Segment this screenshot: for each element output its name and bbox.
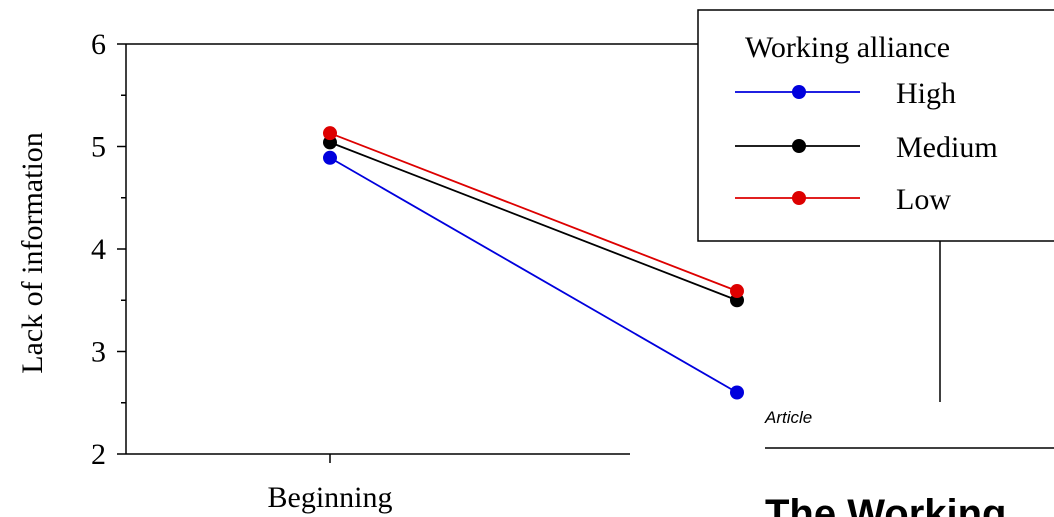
data-point-high <box>323 150 337 165</box>
y-tick-label: 4 <box>91 233 106 266</box>
x-tick-label: Beginning <box>268 481 393 514</box>
series-line-medium <box>329 141 738 302</box>
axes: 2 3 4 5 6 Beginning <box>91 28 700 514</box>
legend-label-medium: Medium <box>896 131 998 164</box>
data-point-low <box>730 284 744 299</box>
series-line-low <box>329 132 738 292</box>
data-point-low <box>323 126 337 141</box>
series-layer <box>323 126 744 400</box>
y-tick-label: 6 <box>91 28 106 61</box>
legend-marker-medium <box>792 139 806 153</box>
legend-box <box>697 9 1054 242</box>
legend-label-low: Low <box>896 183 951 216</box>
y-tick-label: 2 <box>91 438 106 471</box>
legend-title: Working alliance <box>745 31 950 64</box>
y-tick-label: 3 <box>91 336 106 369</box>
legend: Working alliance High Medium Low <box>697 9 1054 242</box>
legend-label-high: High <box>896 77 956 110</box>
article-label: Article <box>764 408 812 427</box>
legend-items: High Medium Low <box>735 77 998 216</box>
y-tick-label: 5 <box>91 131 106 164</box>
legend-marker-low <box>792 191 806 205</box>
y-axis-label: Lack of information <box>16 132 49 374</box>
data-point-high <box>730 385 744 400</box>
legend-marker-high <box>792 85 806 99</box>
series-line-high <box>329 156 738 394</box>
article-overlay: Article The Working <box>764 240 1054 517</box>
article-headline-fragment: The Working <box>765 492 1006 517</box>
